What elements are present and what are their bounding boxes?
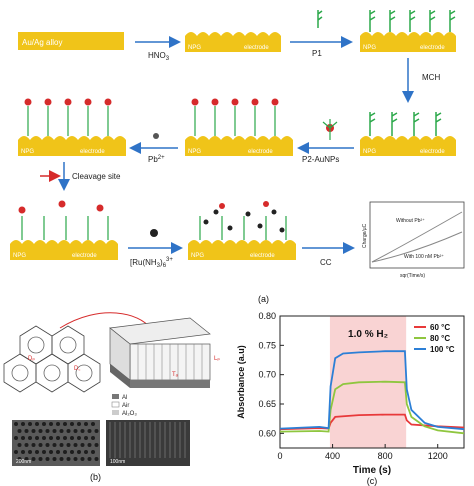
plot-frame [279,315,465,449]
x-tick-label: 800 [378,451,393,461]
dim-dc: D꜀ [74,366,80,372]
svg-text:electrode: electrode [248,149,273,155]
p2-label: P2-AuNPs [302,155,339,164]
inset-line1-label: Without Pb²⁺ [396,218,425,224]
electrode-7: NPG electrode [188,201,296,260]
p1-label: P1 [312,49,322,58]
legend-label: 100 °C [430,345,455,354]
y-tick-label: 0.60 [258,428,276,438]
pb-ion-icon [153,133,159,139]
p2-aunp-icon [322,119,338,140]
svg-text:NPG: NPG [188,45,201,51]
ru-complex-icon [150,229,158,237]
panel-a-schematic: Au/Ag alloy HNO3 NPG electrode P1 NPG el… [10,10,465,304]
svg-text:electrode: electrode [80,149,105,155]
svg-text:NPG: NPG [363,149,376,155]
y-axis-label: Absorbance (a.u) [236,345,246,419]
alloy-label: Au/Ag alloy [22,38,62,47]
ru-label: [Ru(NH3)63+ [130,257,173,269]
x-axis-label: Time (s) [353,465,391,476]
scale-bar-2: 100nm [110,459,125,465]
alloy-block [18,32,124,50]
svg-text:Al: Al [122,395,127,401]
svg-text:electrode: electrode [420,45,445,51]
material-legend: Al Air Al₂O₃ [111,394,137,417]
dim-dp: Dₚ [28,356,35,362]
svg-text:NPG: NPG [363,45,376,51]
sem-cross-section: 100nm [106,420,190,466]
pore-block [109,317,211,388]
y-tick-label: 0.80 [258,311,276,321]
y-tick-label: 0.70 [258,370,276,380]
mch-label: MCH [422,73,440,82]
electrode-2: NPG electrode [360,10,456,52]
hno3-label: HNO3 [148,51,170,62]
inset-ylabel: Charge/μC [362,223,368,248]
series-line-100C [279,350,465,431]
legend-label: 60 °C [430,323,450,332]
cleavage-label: Cleavage site [72,172,121,181]
panel-c-label: (c) [367,476,378,486]
dim-lp: Lₚ [214,356,220,362]
x-tick-label: 400 [325,451,340,461]
cc-label: CC [320,258,332,267]
svg-text:electrode: electrode [244,45,269,51]
y-tick-label: 0.65 [258,399,276,409]
sem-top-view: 200nm [12,420,100,466]
svg-text:electrode: electrode [72,253,97,259]
scale-bar-1: 200nm [16,459,31,465]
panel-c-chart: 0.60 0.65 0.70 0.75 0.80 0 400 800 1200 Time (s) A… [236,311,465,486]
x-tick-label: 0 [277,451,282,461]
panel-a-label: (a) [258,294,269,304]
h2-annotation: 1.0 % H₂ [348,329,388,340]
svg-text:Al₂O₃: Al₂O₃ [122,411,137,417]
svg-text:NPG: NPG [13,253,26,259]
inset-line2-label: With 100 nM Pb²⁺ [404,254,444,260]
electrode-1: NPG electrode [185,32,281,52]
x-tick-label: 1200 [428,451,448,461]
hexagon-lattice [3,325,101,393]
pb-label: Pb2+ [148,155,165,164]
svg-text:electrode: electrode [420,149,445,155]
svg-text:Air: Air [122,403,129,409]
panel-b-label: (b) [90,472,101,482]
electrode-3: NPG electrode [360,112,456,156]
probe-p1-icon [317,10,323,28]
svg-text:NPG: NPG [21,149,34,155]
legend-label: 80 °C [430,334,450,343]
svg-text:NPG: NPG [188,149,201,155]
electrode-5: NPG electrode [18,98,126,156]
cc-inset-plot: Without Pb²⁺ With 100 nM Pb²⁺ Charge/μC … [362,201,465,279]
inset-xlabel: sqr(Time/s) [400,273,425,279]
panel-b-schematic: Dₚ D꜀ Lₚ Tₐ Al Air Al₂O₃ 200nm 100nm (b) [3,312,220,482]
y-tick-label: 0.75 [258,340,276,350]
svg-text:electrode: electrode [250,253,275,259]
electrode-6: NPG electrode [10,200,118,260]
electrode-4: NPG electrode [185,98,293,156]
svg-text:NPG: NPG [191,253,204,259]
dim-ta: Tₐ [172,372,179,378]
